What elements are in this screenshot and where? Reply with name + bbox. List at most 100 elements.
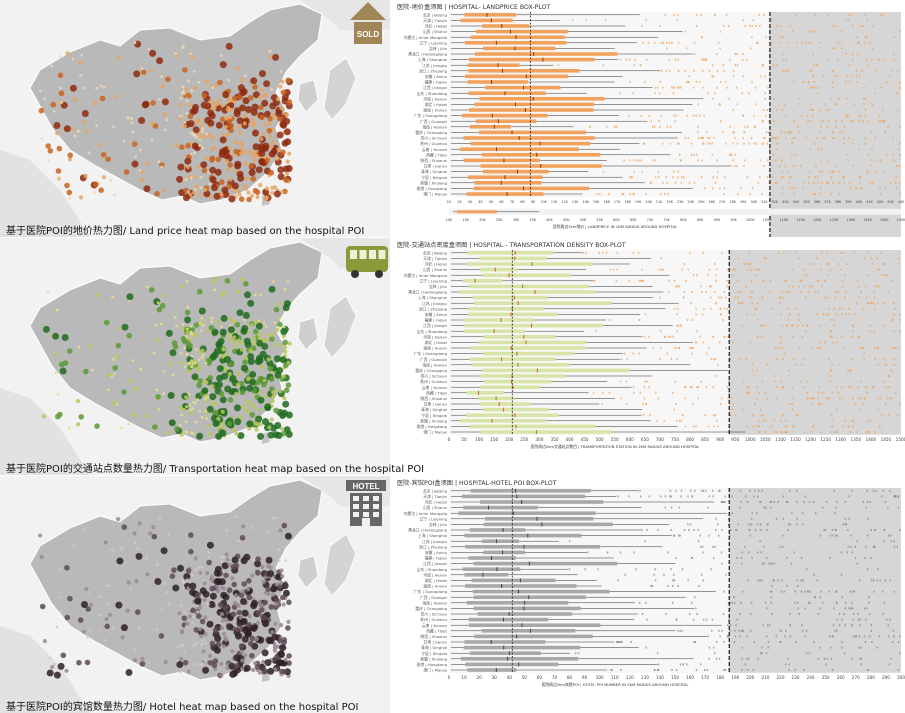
heat-point — [272, 280, 275, 283]
province-label: 甘肃 | Gansu — [424, 640, 448, 645]
bus-window — [350, 250, 357, 259]
outlier-point — [831, 330, 833, 333]
heat-point — [159, 162, 165, 168]
outlier-point — [718, 534, 720, 537]
heat-point — [262, 378, 267, 383]
heat-point — [196, 288, 203, 295]
outlier-point — [774, 137, 777, 139]
heat-point — [268, 285, 276, 293]
outlier-point — [862, 120, 864, 123]
outlier-point — [606, 551, 609, 554]
outlier-point — [675, 669, 678, 671]
outlier-point — [782, 36, 784, 39]
outlier-point — [773, 375, 775, 377]
outlier-point — [889, 579, 891, 582]
heat-point — [187, 361, 191, 365]
heat-point — [286, 360, 291, 365]
heat-point — [269, 102, 277, 110]
province-label: 江西 | Jiangxi — [423, 85, 447, 90]
heat-point — [234, 162, 242, 170]
outlier-point — [654, 159, 657, 162]
heat-point — [67, 157, 73, 162]
heat-point — [137, 521, 142, 526]
outlier-point — [812, 53, 814, 55]
heat-point — [199, 587, 207, 595]
outlier-point — [746, 313, 748, 316]
heat-point — [177, 645, 180, 649]
outlier-point — [864, 97, 867, 100]
heat-point — [179, 604, 183, 607]
heat-point — [233, 107, 241, 115]
heat-point — [200, 329, 203, 332]
outlier-point — [780, 313, 782, 316]
heat-point — [93, 190, 97, 194]
outlier-point — [657, 170, 660, 173]
heat-point — [56, 176, 60, 180]
outlier-point — [706, 669, 708, 671]
heat-point — [145, 285, 149, 289]
heat-point — [79, 74, 82, 77]
outlier-point — [819, 120, 822, 123]
outlier-point — [848, 181, 851, 184]
outlier-point — [805, 629, 808, 632]
tick-label: 1100 — [775, 437, 786, 442]
outlier-point — [755, 25, 757, 27]
outlier-point — [676, 142, 679, 145]
heat-point — [165, 118, 169, 122]
outlier-point — [783, 352, 786, 355]
outlier-point — [839, 170, 841, 173]
heat-point — [219, 136, 227, 144]
outlier-point — [676, 137, 678, 139]
box — [468, 91, 546, 95]
heat-point — [180, 284, 185, 289]
outlier-point — [899, 30, 901, 33]
heat-point — [179, 352, 183, 355]
heat-point — [201, 323, 205, 327]
heat-point — [63, 125, 71, 133]
outlier-point — [672, 176, 674, 179]
outlier-point — [806, 568, 808, 571]
heat-point — [186, 305, 190, 309]
heat-point — [240, 589, 245, 594]
tick-label: 30 — [492, 675, 498, 680]
outlier-point — [817, 613, 819, 615]
province-label: 贵州 | Guizhou — [420, 141, 447, 146]
outlier-point — [838, 624, 841, 627]
heat-point — [235, 602, 240, 607]
heat-point — [200, 356, 204, 360]
outlier-point — [870, 629, 873, 632]
tick-label: 200 — [505, 437, 513, 442]
heat-point — [273, 407, 279, 414]
heat-point — [230, 649, 235, 654]
outlier-point — [859, 176, 862, 179]
heat-point — [177, 163, 185, 171]
outlier-point — [876, 646, 878, 649]
heat-point — [161, 188, 166, 193]
box — [483, 46, 556, 51]
heat-point — [269, 144, 274, 149]
outlier-point — [852, 58, 854, 61]
outlier-point — [723, 307, 726, 310]
outlier-point — [860, 319, 862, 321]
outlier-point — [748, 523, 750, 526]
heat-point — [219, 292, 225, 298]
korea-landmass — [297, 79, 319, 113]
province-label: 浙江 | Zhejiang — [419, 306, 447, 311]
outlier-point — [791, 142, 794, 145]
outlier-point — [825, 663, 827, 666]
heat-point — [191, 432, 195, 435]
box — [467, 251, 554, 255]
outlier-point — [713, 425, 715, 428]
heat-point — [209, 176, 217, 184]
outlier-point — [813, 64, 815, 67]
outlier-point — [846, 551, 848, 554]
heat-point — [155, 337, 160, 342]
outlier-point — [734, 165, 736, 167]
outlier-point — [722, 613, 725, 615]
heat-point — [283, 345, 288, 350]
heat-point — [261, 99, 269, 107]
outlier-point — [766, 607, 768, 610]
outlier-point — [712, 414, 715, 417]
heat-point — [256, 339, 264, 347]
outlier-point — [762, 419, 765, 422]
